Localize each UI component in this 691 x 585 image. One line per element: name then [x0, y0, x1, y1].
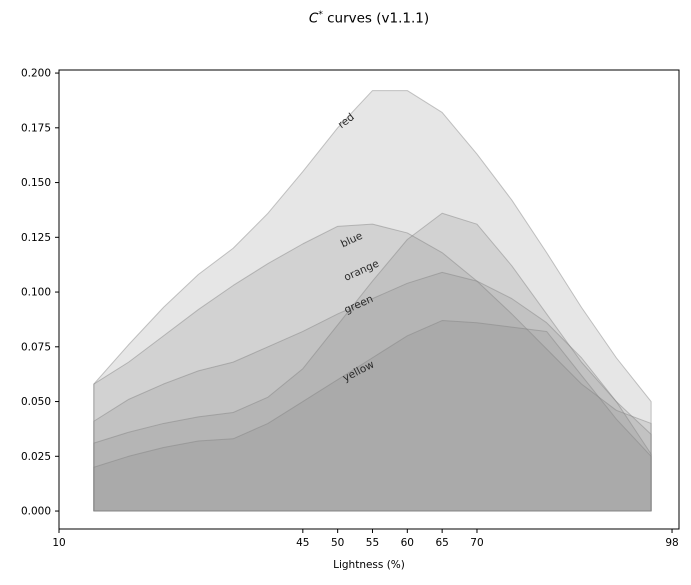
x-tick-label: 70	[470, 537, 483, 549]
y-tick-label: 0.050	[21, 396, 51, 408]
y-tick-label: 0.000	[21, 506, 51, 518]
y-tick-label: 0.100	[21, 287, 51, 299]
title-math-c: C	[308, 10, 319, 27]
x-tick-label: 45	[296, 537, 309, 549]
series-fill-green	[93, 271, 652, 512]
y-tick-label: 0.200	[21, 68, 51, 80]
axes-spines	[58, 69, 680, 530]
title-superscript-star: *	[318, 10, 323, 20]
series-fill-red	[93, 90, 652, 512]
y-tick-label: 0.125	[21, 232, 51, 244]
x-tick-label: 55	[366, 537, 379, 549]
x-axis-label: Lightness (%)	[333, 559, 405, 571]
y-tick-label: 0.175	[21, 122, 51, 134]
series-fill-yellow	[93, 320, 652, 512]
y-tick-label: 0.150	[21, 177, 51, 189]
series-fill-orange	[93, 212, 652, 512]
series-fill-blue	[93, 223, 652, 512]
x-tick-label: 50	[331, 537, 344, 549]
y-tick-label: 0.075	[21, 341, 51, 353]
x-tick-label: 65	[435, 537, 448, 549]
title-rest: curves (v1.1.1)	[322, 10, 430, 27]
x-tick-label: 60	[401, 537, 414, 549]
chart-title: C* curves (v1.1.1)	[59, 10, 679, 27]
y-tick-label: 0.025	[21, 451, 51, 463]
x-tick-label: 10	[52, 537, 65, 549]
x-tick-label: 98	[665, 537, 678, 549]
